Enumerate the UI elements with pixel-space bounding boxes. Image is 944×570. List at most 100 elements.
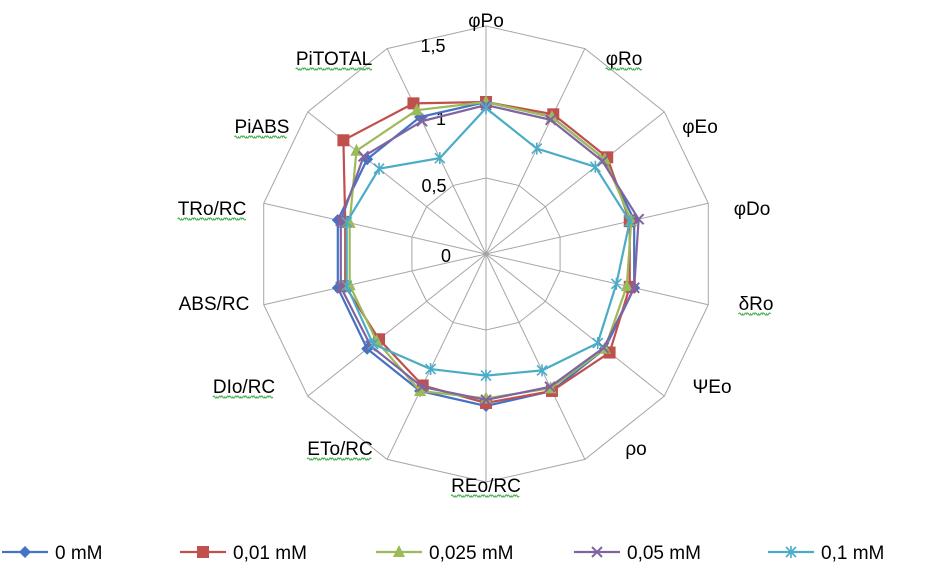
legend: 0 mM 0,01 mM 0,025 mM 0,05 mM 0,1 mM — [2, 543, 884, 564]
data-point — [425, 363, 437, 376]
axis-label: φDo — [734, 199, 771, 220]
series-3 — [335, 99, 645, 406]
spellcheck-underline — [234, 135, 288, 139]
legend-label: 0,025 mM — [429, 543, 513, 564]
data-point — [544, 114, 557, 126]
axis-label: PiABS — [235, 117, 290, 138]
spellcheck-underline — [177, 217, 247, 221]
spellcheck-underline — [605, 67, 643, 71]
grid-spoke — [485, 253, 709, 306]
series-layer — [331, 95, 645, 412]
axis-label: φPo — [468, 11, 504, 32]
axis-labels: φPo φRo φEo φDo δRo ΨEo ρo REo/RC ETo/RC DIo/RC AB… — [177, 11, 774, 498]
grid-spoke — [307, 111, 487, 255]
data-point-stroke — [335, 215, 347, 227]
tick-label: 0,5 — [421, 176, 446, 196]
data-point — [597, 342, 610, 354]
axis-label: PiTOTAL — [296, 49, 372, 70]
grid-spoke — [485, 253, 665, 397]
data-point — [416, 115, 428, 127]
data-point — [341, 279, 353, 292]
data-point-stroke — [480, 394, 492, 406]
axis-label: ETo/RC — [307, 439, 372, 460]
data-point — [591, 546, 603, 558]
legend-item: 0,01 mM — [180, 543, 307, 564]
axis-label: DIo/RC — [213, 377, 275, 398]
spellcheck-underline — [212, 395, 274, 399]
data-point — [596, 155, 609, 167]
data-point — [785, 546, 797, 558]
data-point — [620, 279, 633, 292]
grid-spoke — [386, 48, 487, 255]
tick-label: 1 — [436, 109, 446, 129]
data-point — [19, 546, 31, 558]
axis-label: ΨEo — [692, 377, 731, 398]
data-point — [416, 381, 428, 393]
radar-grid — [263, 25, 709, 483]
data-point — [624, 215, 636, 228]
data-point-stroke — [416, 381, 428, 393]
data-point — [434, 152, 446, 165]
legend-item: 0,1 mM — [768, 543, 884, 564]
axis-label: REo/RC — [451, 476, 521, 497]
data-point — [632, 213, 645, 225]
data-point — [536, 364, 548, 377]
legend-label: 0 mM — [55, 543, 103, 564]
legend-label: 0,1 mM — [821, 543, 884, 564]
grid-spoke — [263, 253, 487, 306]
data-point-stroke — [544, 381, 556, 393]
data-point — [480, 394, 492, 406]
grid-spoke — [485, 202, 709, 255]
data-point-stroke — [416, 115, 428, 127]
data-point — [393, 545, 405, 557]
series-4 — [341, 102, 636, 382]
data-point-stroke — [632, 213, 645, 225]
data-point — [341, 216, 353, 229]
data-point — [373, 162, 385, 175]
grid-spoke — [485, 111, 665, 255]
grid-spoke — [485, 48, 586, 255]
data-point-stroke — [357, 150, 370, 163]
grid-spoke — [386, 253, 487, 460]
axis-label: δRo — [739, 294, 774, 315]
axis-label: ABS/RC — [179, 294, 250, 315]
data-point — [480, 369, 492, 382]
axis-label: φRo — [606, 49, 643, 70]
data-point — [410, 103, 423, 116]
data-point-stroke — [544, 114, 557, 126]
axis-label: TRo/RC — [178, 199, 247, 220]
legend-label: 0,05 mM — [627, 543, 701, 564]
data-point — [531, 142, 543, 155]
legend-label: 0,01 mM — [233, 543, 307, 564]
data-point — [592, 337, 604, 350]
grid-spoke — [263, 202, 487, 255]
grid-spoke — [485, 253, 586, 460]
spellcheck-underline — [295, 67, 373, 71]
data-point — [610, 277, 622, 290]
data-point-stroke — [597, 342, 610, 354]
legend-item: 0,025 mM — [376, 543, 513, 564]
legend-item: 0 mM — [2, 543, 103, 564]
data-point — [357, 150, 370, 163]
legend-item: 0,05 mM — [574, 543, 701, 564]
spellcheck-underline — [306, 457, 372, 461]
data-point-stroke — [628, 282, 640, 294]
data-point — [367, 338, 379, 351]
axis-label: φEo — [682, 117, 718, 138]
data-point — [544, 381, 556, 393]
tick-label: 1,5 — [420, 36, 445, 56]
data-point — [197, 546, 209, 558]
radial-tick-labels: 0 0,5 1 1,5 — [420, 36, 451, 266]
axis-label: ρo — [625, 439, 646, 460]
data-point — [337, 134, 350, 147]
data-point — [480, 102, 492, 115]
data-point — [589, 160, 601, 173]
tick-label: 0 — [441, 246, 451, 266]
spellcheck-underline — [738, 312, 772, 316]
data-point — [628, 282, 640, 294]
data-point-stroke — [591, 546, 603, 558]
data-point-stroke — [596, 155, 609, 167]
spellcheck-underline — [450, 494, 520, 498]
grid-spoke — [307, 253, 487, 397]
